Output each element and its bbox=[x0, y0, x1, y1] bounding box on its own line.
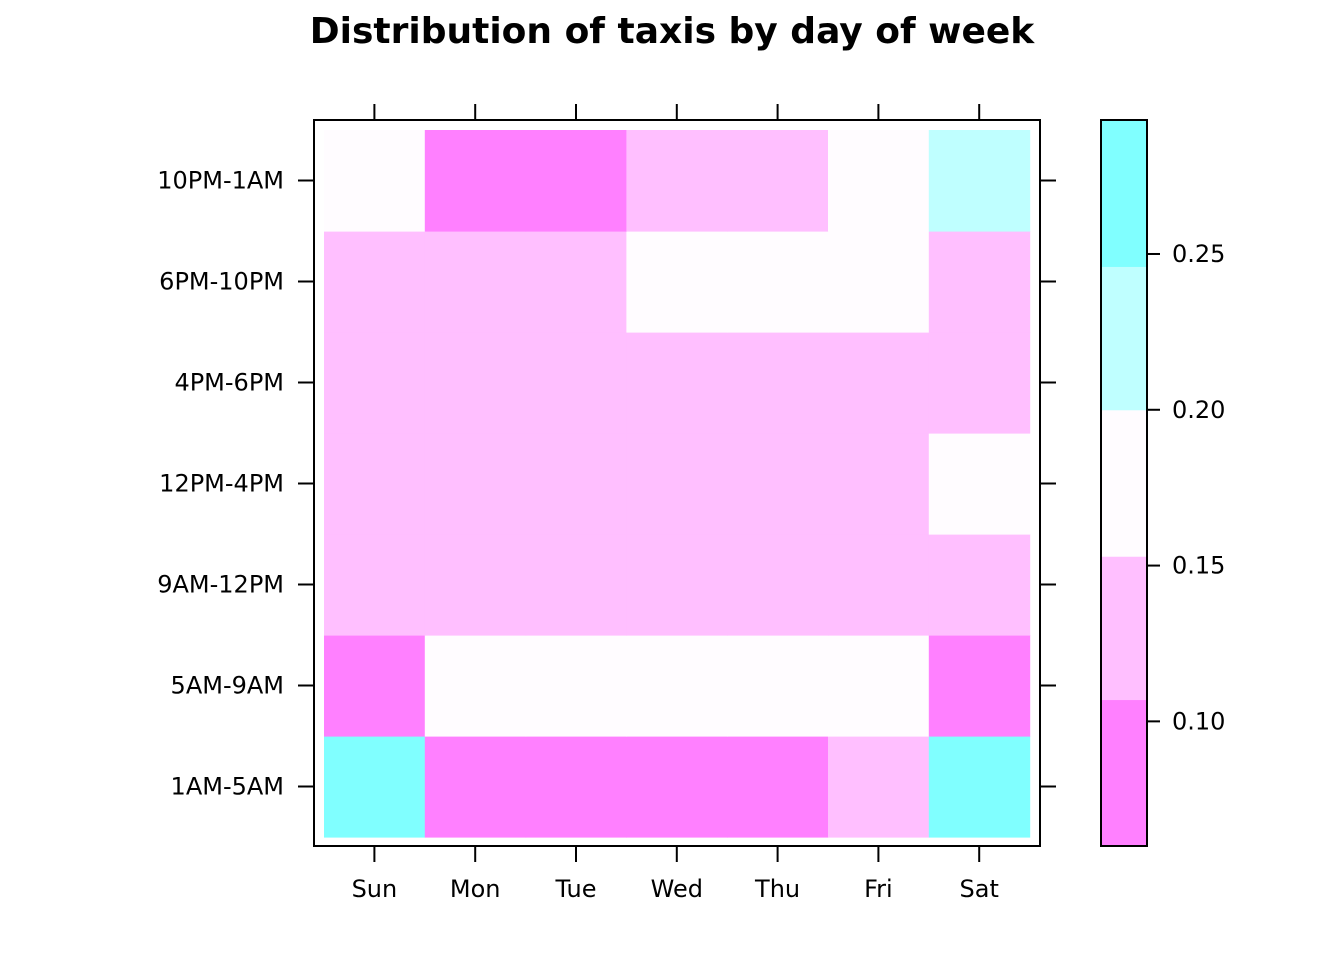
heatmap-cell-mon-6 bbox=[424, 231, 527, 333]
heatmap-cell-sun-5 bbox=[324, 332, 426, 434]
colorbar-frame bbox=[1100, 119, 1148, 847]
y-tick-label: 10PM-1AM bbox=[157, 167, 284, 195]
heatmap-cell-sat-7 bbox=[928, 130, 1031, 232]
heatmap-cell-sun-1 bbox=[324, 736, 426, 838]
heatmap-cell-mon-3 bbox=[424, 534, 527, 636]
y-tick-label: 6PM-10PM bbox=[159, 268, 284, 296]
heatmap-cell-mon-4 bbox=[424, 433, 527, 535]
colorbar-swatch bbox=[1101, 409, 1147, 557]
x-tick-label: Fri bbox=[864, 875, 893, 903]
heatmap-cell-wed-7 bbox=[626, 130, 728, 232]
colorbar-swatch bbox=[1101, 556, 1147, 701]
heatmap-cell-sat-6 bbox=[928, 231, 1031, 333]
heatmap-cell-fri-2 bbox=[828, 635, 930, 737]
heatmap-cell-sat-3 bbox=[928, 534, 1031, 636]
colorbar-tick-label: 0.20 bbox=[1172, 396, 1225, 424]
heatmap-cell-wed-2 bbox=[626, 635, 728, 737]
chart-title: Distribution of taxis by day of week bbox=[310, 11, 1035, 52]
heatmap-cell-tue-6 bbox=[525, 231, 627, 333]
x-tick-label: Tue bbox=[555, 875, 597, 903]
heatmap-cell-fri-3 bbox=[828, 534, 930, 636]
heatmap-cell-tue-5 bbox=[525, 332, 627, 434]
x-tick-label: Wed bbox=[651, 875, 703, 903]
x-tick-label: Sat bbox=[960, 875, 999, 903]
heatmap-cell-sat-4 bbox=[928, 433, 1031, 535]
heatmap-cell-tue-4 bbox=[525, 433, 627, 535]
colorbar-swatch bbox=[1101, 120, 1147, 267]
heatmap-cell-fri-5 bbox=[828, 332, 930, 434]
heatmap-cell-wed-1 bbox=[626, 736, 728, 838]
heatmap-cell-fri-1 bbox=[828, 736, 930, 838]
heatmap-cell-thu-6 bbox=[727, 231, 829, 333]
heatmap-cell-sat-2 bbox=[928, 635, 1031, 737]
y-tick-label: 5AM-9AM bbox=[171, 672, 284, 700]
heatmap-cell-sun-7 bbox=[324, 130, 426, 232]
heatmap-cell-mon-7 bbox=[424, 130, 527, 232]
heatmap-cell-sun-2 bbox=[324, 635, 426, 737]
heatmap-cell-sun-3 bbox=[324, 534, 426, 636]
heatmap-cell-mon-2 bbox=[424, 635, 527, 737]
heatmap-cell-sat-1 bbox=[928, 736, 1031, 838]
y-tick-label: 1AM-5AM bbox=[171, 773, 284, 801]
x-tick-label: Mon bbox=[450, 875, 501, 903]
heatmap-cell-tue-2 bbox=[525, 635, 627, 737]
heatmap-cell-tue-7 bbox=[525, 130, 627, 232]
axes: Sun Mon Tue Wed Thu Fri Sat 1AM-5AM 5AM-9AM 9AM-1… bbox=[157, 104, 1056, 903]
y-tick-label: 12PM-4PM bbox=[159, 470, 284, 498]
heatmap-cell-wed-3 bbox=[626, 534, 728, 636]
heatmap-cell-tue-3 bbox=[525, 534, 627, 636]
colorbar-tick-label: 0.15 bbox=[1172, 552, 1225, 580]
colorbar: 0.10 0.15 0.20 0.25 bbox=[1100, 119, 1225, 847]
heatmap-cell-thu-7 bbox=[727, 130, 829, 232]
heatmap-cell-thu-1 bbox=[727, 736, 829, 838]
heatmap-cell-sun-4 bbox=[324, 433, 426, 535]
heatmap-cell-wed-5 bbox=[626, 332, 728, 434]
heatmap-cell-thu-5 bbox=[727, 332, 829, 434]
heatmap-cell-fri-4 bbox=[828, 433, 930, 535]
colorbar-tick-label: 0.25 bbox=[1172, 240, 1225, 268]
heatmap-cell-sun-6 bbox=[324, 231, 426, 333]
heatmap-cell-tue-1 bbox=[525, 736, 627, 838]
colorbar-swatch bbox=[1101, 699, 1147, 847]
colorbar-tick-label: 0.10 bbox=[1172, 707, 1225, 735]
heatmap-cell-mon-1 bbox=[424, 736, 527, 838]
heatmap-cell-thu-2 bbox=[727, 635, 829, 737]
heatmap-cells bbox=[324, 130, 1031, 838]
y-tick-label: 9AM-12PM bbox=[157, 571, 284, 599]
colorbar-swatch bbox=[1101, 266, 1147, 411]
heatmap-cell-wed-6 bbox=[626, 231, 728, 333]
heatmap-cell-sat-5 bbox=[928, 332, 1031, 434]
heatmap-cell-mon-5 bbox=[424, 332, 527, 434]
x-tick-label: Sun bbox=[352, 875, 398, 903]
heatmap-cell-fri-7 bbox=[828, 130, 930, 232]
y-tick-label: 4PM-6PM bbox=[174, 369, 284, 397]
heatmap-cell-thu-3 bbox=[727, 534, 829, 636]
heatmap-cell-wed-4 bbox=[626, 433, 728, 535]
heatmap-cell-thu-4 bbox=[727, 433, 829, 535]
heatmap-cell-fri-6 bbox=[828, 231, 930, 333]
x-tick-label: Thu bbox=[754, 875, 800, 903]
